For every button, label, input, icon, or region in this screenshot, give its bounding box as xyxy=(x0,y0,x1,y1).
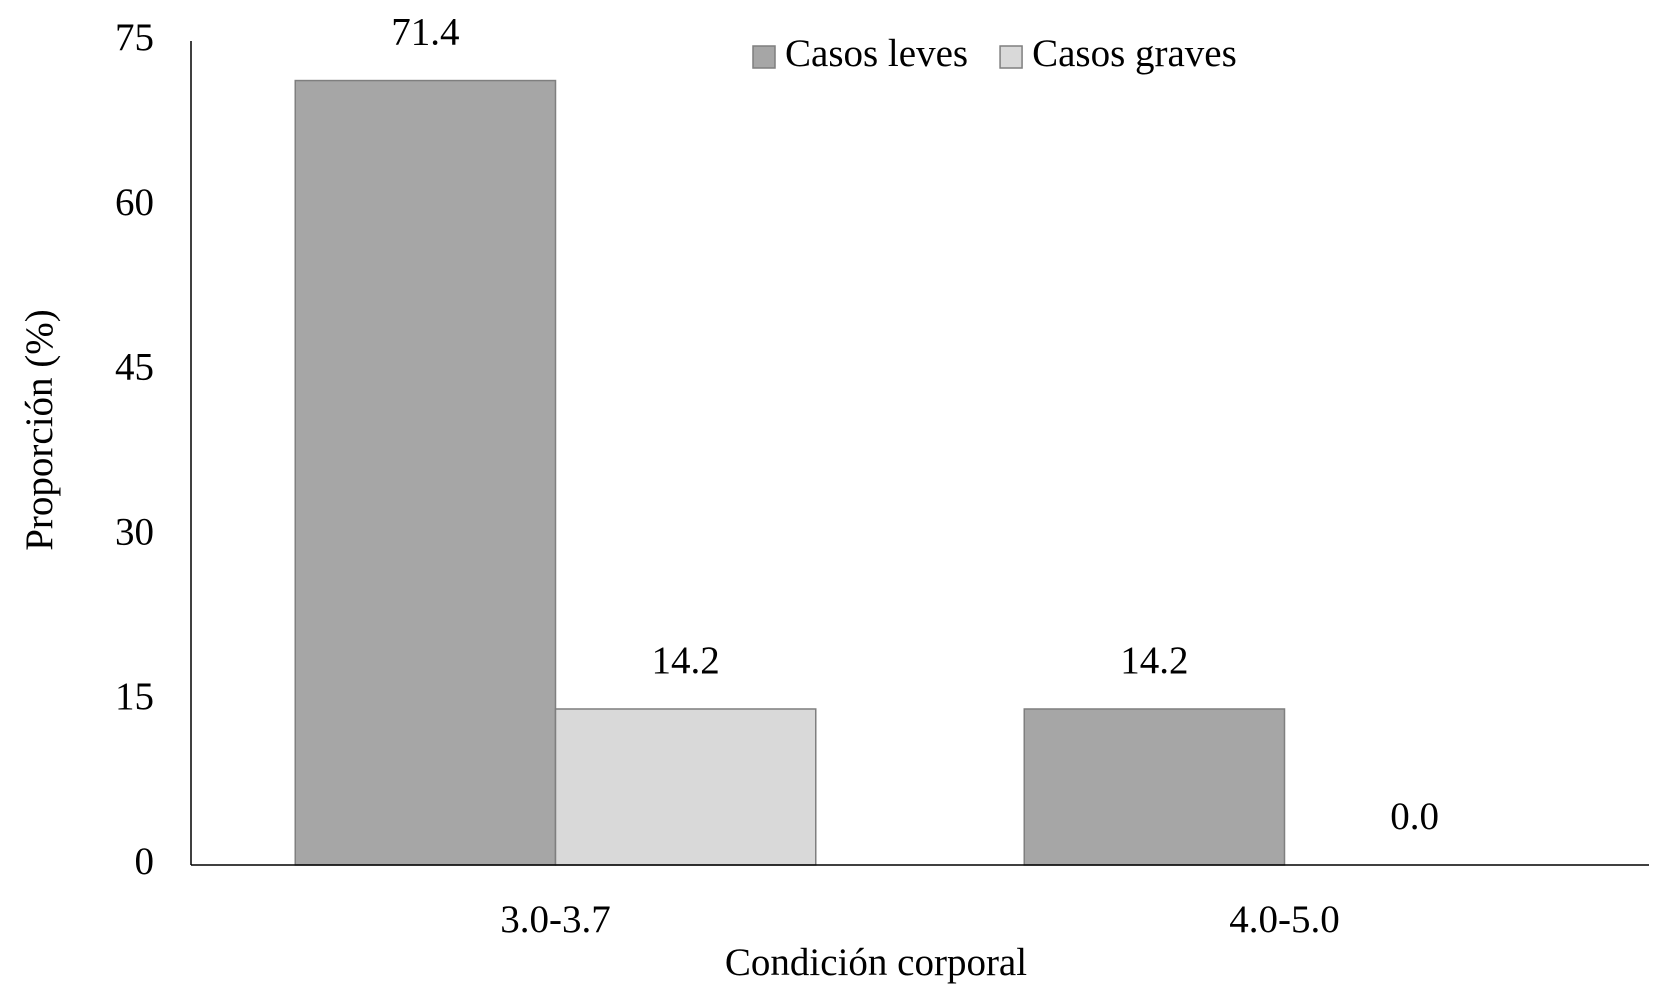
y-tick-label: 45 xyxy=(115,346,154,389)
y-tick-label: 0 xyxy=(135,840,155,883)
bar xyxy=(554,708,817,866)
data-label: 14.2 xyxy=(652,639,720,682)
x-tick-label: 3.0-3.7 xyxy=(500,898,611,941)
y-tick-label: 60 xyxy=(115,181,154,224)
y-axis-title: Proporción (%) xyxy=(18,309,61,551)
y-tick-label: 75 xyxy=(115,16,154,59)
bar xyxy=(294,79,557,866)
y-tick-label: 15 xyxy=(115,675,154,718)
x-axis-title: Condición corporal xyxy=(725,941,1027,984)
data-label: 71.4 xyxy=(391,11,459,54)
legend-swatch xyxy=(752,45,776,69)
data-label: 0.0 xyxy=(1390,795,1439,838)
y-tick-label: 30 xyxy=(115,510,154,553)
legend-swatch xyxy=(999,45,1023,69)
data-label: 14.2 xyxy=(1120,639,1188,682)
x-tick-label: 4.0-5.0 xyxy=(1229,898,1340,941)
legend-label: Casos graves xyxy=(1032,32,1237,75)
bar xyxy=(1023,708,1286,866)
legend-label: Casos leves xyxy=(785,32,968,75)
